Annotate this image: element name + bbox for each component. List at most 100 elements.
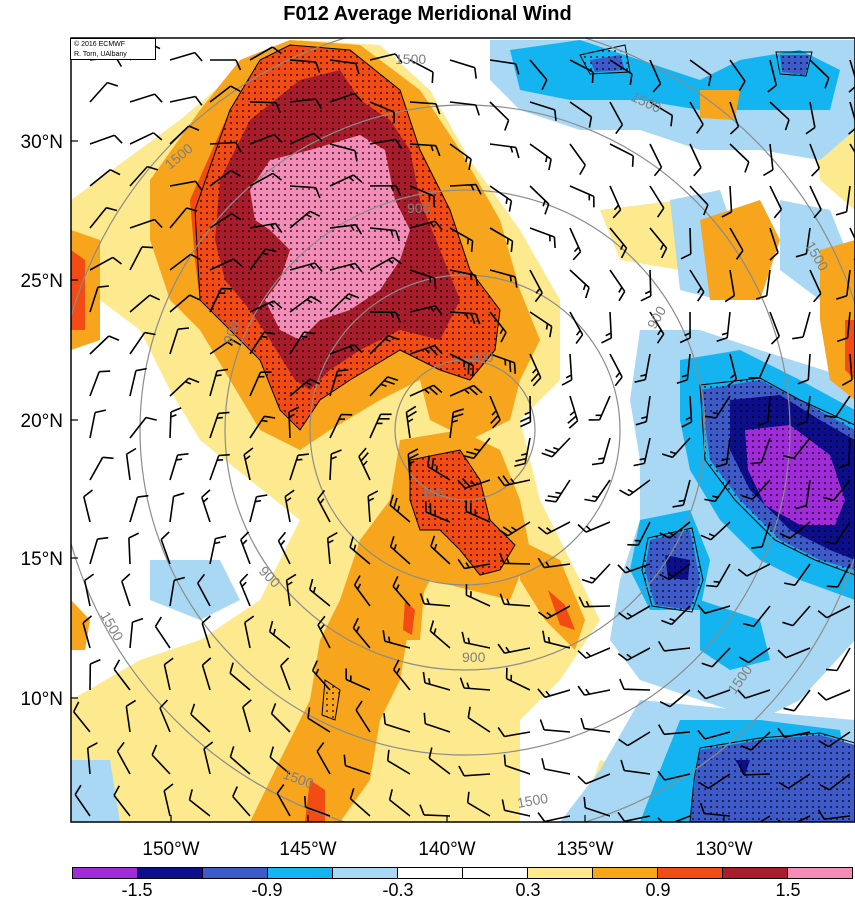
wind-barb (489, 59, 520, 75)
wind-barb (72, 701, 91, 733)
lon-label-130w: 130°W (695, 839, 752, 860)
wind-barb (489, 143, 520, 159)
wind-barb (449, 227, 474, 252)
wind-barb (661, 605, 691, 626)
wind-barb (489, 353, 517, 374)
wind-barb (309, 578, 331, 607)
colorbar-segment (203, 868, 268, 878)
wind-barb (329, 449, 342, 481)
wind-barb (724, 269, 736, 303)
wind-barb (782, 437, 811, 460)
wind-barb (169, 207, 198, 229)
wind-barb (329, 413, 353, 439)
wind-barb (159, 699, 171, 733)
colorbar-segment (463, 868, 528, 878)
wind-barb (541, 758, 571, 775)
wind-barb (329, 143, 358, 162)
wind-barb (499, 593, 531, 607)
wind-barb (285, 573, 297, 607)
contour-label: 1500 (516, 790, 550, 811)
wind-barb (538, 605, 571, 620)
wind-barb (154, 616, 171, 649)
wind-barb (618, 605, 651, 620)
wind-barb (209, 453, 230, 481)
wind-barb (701, 647, 731, 668)
colorbar-label: -0.9 (251, 880, 283, 900)
wind-barb (358, 447, 371, 481)
wind-barb (307, 707, 331, 733)
wind-barb (240, 531, 251, 565)
wind-barb (280, 657, 291, 691)
wind-barb (424, 500, 451, 523)
lat-label-25n: 25°N (21, 271, 63, 292)
wind-barb (569, 269, 590, 299)
wind-barb (326, 532, 338, 565)
wind-barb (819, 773, 851, 791)
wind-barb (389, 535, 411, 565)
wind-barb (539, 719, 571, 733)
wind-barb (659, 689, 691, 708)
contour-label: 900 (462, 649, 486, 665)
wind-barb (503, 754, 531, 775)
colorbar-segment (788, 868, 852, 878)
wind-barb (229, 662, 251, 691)
wind-barb (715, 437, 731, 468)
wind-barb (369, 227, 401, 242)
wind-barb (353, 575, 371, 607)
wind-barb (89, 536, 109, 565)
wind-barb (751, 521, 771, 549)
wind-barb (849, 227, 855, 261)
wind-barb (128, 532, 140, 565)
wind-barb (769, 311, 781, 345)
wind-barb (489, 185, 513, 212)
wind-barb (203, 741, 214, 775)
wind-barb (196, 573, 211, 607)
wind-barb (640, 269, 652, 302)
wind-barb (121, 573, 131, 607)
wind-barb (716, 311, 731, 342)
wind-barb (697, 689, 731, 700)
wind-barb (465, 584, 491, 607)
wind-barb (129, 331, 156, 355)
wind-barb (89, 335, 120, 355)
wind-barb (409, 143, 441, 157)
wind-barb (409, 101, 441, 115)
wind-barb (649, 101, 674, 127)
wind-barb (209, 85, 241, 103)
wind-barb (805, 101, 816, 135)
wind-barb (699, 802, 731, 817)
wind-barb (627, 521, 651, 546)
wind-barb (369, 311, 402, 323)
wind-barb (129, 617, 144, 649)
wind-barb (529, 143, 552, 171)
lat-label-15n: 15°N (21, 549, 63, 570)
wind-barb (249, 222, 283, 234)
wind-barb (689, 143, 702, 177)
wind-barb (577, 685, 611, 696)
wind-barb (289, 331, 316, 355)
wind-barb (349, 788, 371, 817)
wind-barb (369, 376, 399, 397)
wind-barb (201, 489, 211, 523)
wind-barb (809, 59, 830, 89)
wind-barb (317, 489, 331, 523)
wind-barb (617, 647, 651, 662)
wind-barb (382, 630, 411, 649)
wind-barb (680, 227, 692, 260)
wind-barb (738, 764, 771, 776)
wind-barb (778, 773, 811, 789)
wind-barb (89, 256, 122, 271)
wind-barb (817, 689, 851, 701)
wind-barb (824, 521, 851, 545)
colorbar (72, 867, 853, 879)
wind-barb (748, 353, 771, 379)
wind-barb (838, 437, 851, 469)
wind-barb (659, 521, 691, 539)
wind-barb (289, 295, 321, 313)
wind-barb (649, 143, 663, 177)
wind-barb (419, 593, 451, 607)
wind-barb (449, 269, 479, 287)
lat-label-20n: 20°N (21, 411, 63, 432)
wind-barb (817, 605, 851, 619)
map-title: F012 Average Meridional Wind (283, 3, 572, 25)
